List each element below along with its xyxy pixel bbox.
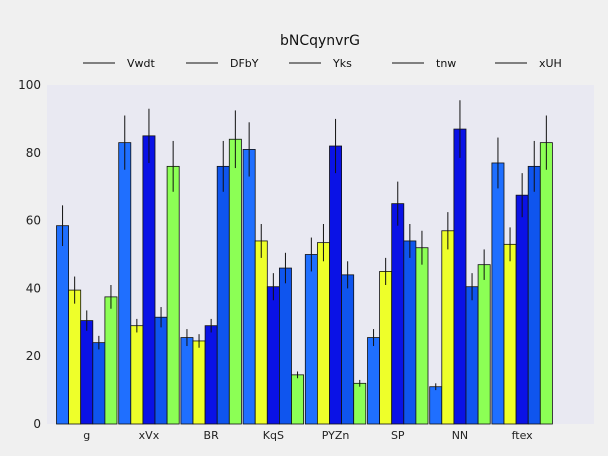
legend-label: xUH xyxy=(539,57,562,70)
bar-Vwdt-PYZn xyxy=(304,254,318,425)
bar-Yks-ftex xyxy=(515,194,529,425)
chart-title: bNCqynvrG xyxy=(280,33,360,49)
bar-tnw-BR xyxy=(216,165,230,425)
bar-DFbY-PYZn xyxy=(316,242,330,425)
bar-DFbY-KqS xyxy=(254,240,268,425)
bar-xUH-BR xyxy=(228,138,242,425)
bar-Yks-g xyxy=(80,320,94,425)
bar-tnw-NN xyxy=(465,286,479,425)
legend-label: tnw xyxy=(436,57,456,70)
bar-Vwdt-BR xyxy=(180,337,194,425)
bar-DFbY-NN xyxy=(441,230,455,425)
bar-xUH-ftex xyxy=(539,142,553,425)
bar-DFbY-ftex xyxy=(503,243,517,425)
y-tick-label: 100 xyxy=(18,78,41,92)
bar-Vwdt-KqS xyxy=(242,149,256,425)
legend: Vwdt DFbY Yks tnw xUH xyxy=(83,57,562,70)
bar-Yks-PYZn xyxy=(329,145,343,425)
bars xyxy=(56,100,553,425)
y-tick-label: 0 xyxy=(33,417,41,431)
x-tick-label: NN xyxy=(452,429,468,442)
legend-label: Vwdt xyxy=(127,57,156,70)
bar-DFbY-BR xyxy=(192,340,206,425)
bar-Yks-SP xyxy=(391,203,405,425)
bar-tnw-xVx xyxy=(154,316,168,425)
bar-xUH-xVx xyxy=(166,165,180,425)
y-tick-label: 60 xyxy=(26,214,41,228)
bar-Yks-KqS xyxy=(266,286,280,425)
bar-tnw-KqS xyxy=(278,267,292,425)
bar-tnw-g xyxy=(92,342,106,425)
x-tick-label: ftex xyxy=(512,429,534,442)
bar-tnw-ftex xyxy=(527,165,541,425)
y-tick-label: 20 xyxy=(26,349,41,363)
x-tick-label: xVx xyxy=(139,429,160,442)
bar-Yks-xVx xyxy=(142,135,156,425)
x-tick-label: g xyxy=(83,429,90,442)
bar-Vwdt-g xyxy=(56,225,70,425)
bar-tnw-SP xyxy=(403,240,417,425)
y-tick-label: 80 xyxy=(26,146,41,160)
bar-xUH-KqS xyxy=(291,374,305,425)
bar-Vwdt-ftex xyxy=(491,162,505,425)
x-tick-label: SP xyxy=(391,429,405,442)
bar-tnw-PYZn xyxy=(341,274,355,425)
legend-label: Yks xyxy=(332,57,352,70)
bar-Vwdt-SP xyxy=(367,337,381,425)
bar-xUH-g xyxy=(104,296,118,425)
x-tick-label: KqS xyxy=(263,429,284,442)
x-tick-label: PYZn xyxy=(322,429,350,442)
legend-label: DFbY xyxy=(230,57,259,70)
bar-DFbY-xVx xyxy=(130,325,144,425)
bar-Vwdt-NN xyxy=(429,386,443,425)
bar-Vwdt-xVx xyxy=(118,142,132,425)
x-axis: g xVx BR KqS PYZn SP NN ftex xyxy=(83,429,533,442)
y-tick-label: 40 xyxy=(26,281,41,295)
x-tick-label: BR xyxy=(204,429,220,442)
y-axis: 0 20 40 60 80 100 xyxy=(18,78,41,431)
bar-xUH-SP xyxy=(415,247,429,425)
bar-xUH-NN xyxy=(477,264,491,425)
bar-DFbY-g xyxy=(68,289,82,425)
bar-xUH-PYZn xyxy=(353,382,367,425)
bar-DFbY-SP xyxy=(379,271,393,425)
bar-Yks-NN xyxy=(453,128,467,425)
bar-Yks-BR xyxy=(204,325,218,425)
